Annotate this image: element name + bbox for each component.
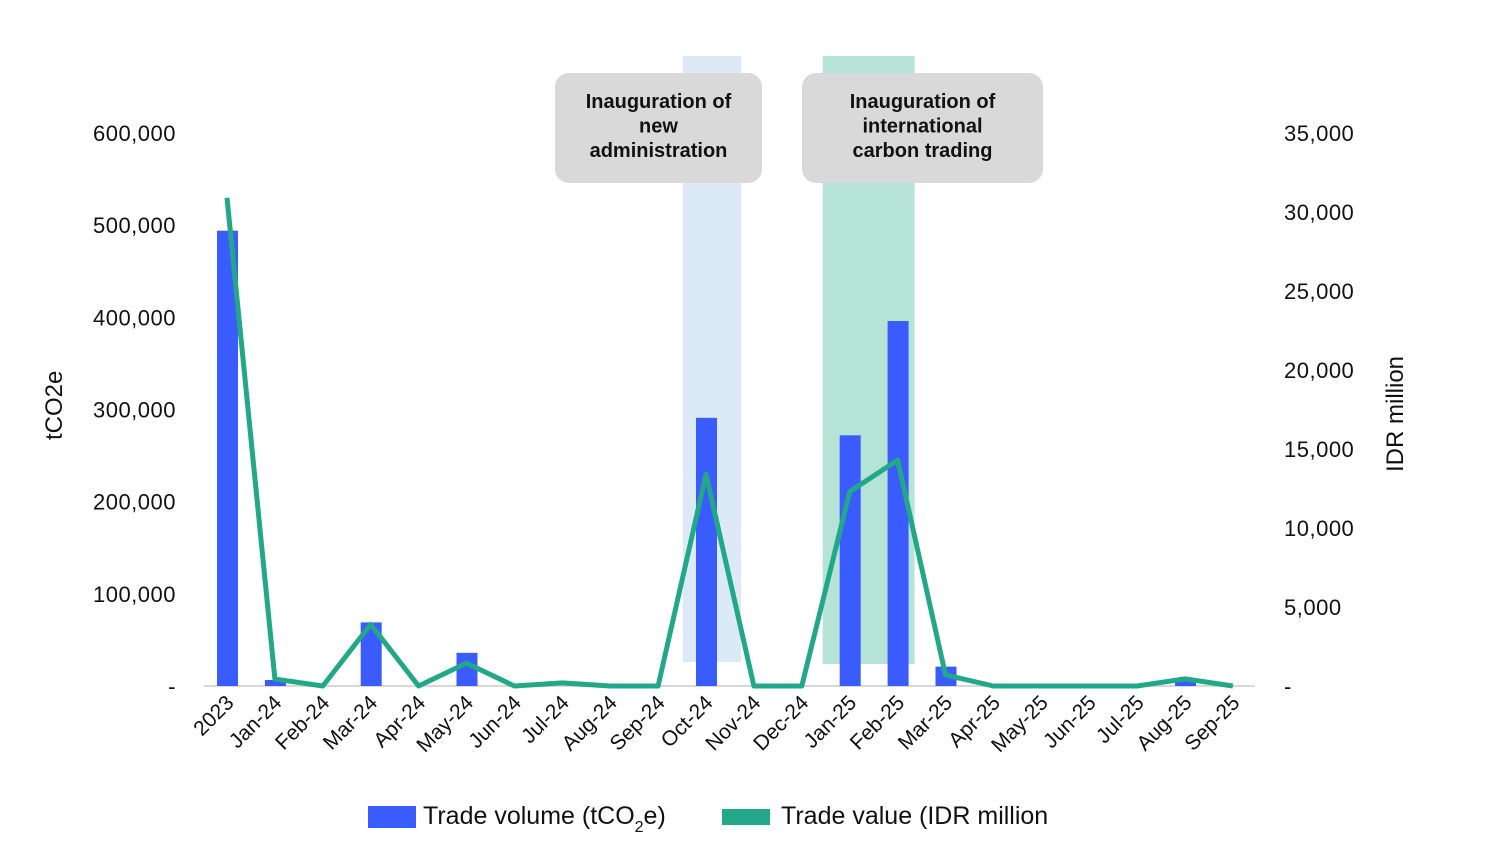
y-right-tick-label: 10,000 xyxy=(1284,516,1354,541)
legend-swatch-value xyxy=(722,809,770,825)
bar-Feb-25 xyxy=(887,321,909,686)
x-tick-label: Jun-24 xyxy=(464,691,526,753)
y-left-tick-label: 600,000 xyxy=(93,121,176,146)
y-right-tick-label: 15,000 xyxy=(1284,437,1354,462)
legend-label-volume-part: e) xyxy=(644,802,666,830)
bar-Oct-24 xyxy=(696,417,717,686)
bar-May-24 xyxy=(456,652,478,686)
y-right-axis-title: IDR million xyxy=(1382,356,1409,472)
annotation-box-1 xyxy=(802,73,1043,183)
x-tick-label: Mar-25 xyxy=(894,691,957,754)
annotation-text: carbon trading xyxy=(852,140,992,162)
x-tick-label: Sep-25 xyxy=(1180,691,1244,755)
y-left-tick-label: 300,000 xyxy=(93,398,176,423)
y-right-tick-label: 35,000 xyxy=(1284,121,1354,146)
x-tick-label: Dec-24 xyxy=(749,691,813,755)
y-left-tick-label: 100,000 xyxy=(93,582,176,607)
y-right-tick-label: 20,000 xyxy=(1284,358,1354,383)
legend-label-volume: Trade volume (tCO2e) xyxy=(423,802,666,836)
bar-Mar-24 xyxy=(360,622,382,686)
trade-value-line xyxy=(224,197,1234,689)
y-left-tick-label: - xyxy=(168,674,176,699)
legend-swatch-volume xyxy=(368,806,416,828)
annotation-text: administration xyxy=(590,140,728,162)
y-left-axis-title: tCO2e xyxy=(41,371,68,440)
legend-label-volume-part: Trade volume (tCO xyxy=(423,802,635,830)
annotation-text: new xyxy=(639,116,678,138)
x-tick-label: Mar-24 xyxy=(319,691,383,755)
y-left-tick-label: 200,000 xyxy=(93,490,176,515)
y-left-tick-label: 500,000 xyxy=(93,213,176,238)
x-tick-label: Sep-24 xyxy=(605,691,669,755)
bar-Jan-24 xyxy=(264,680,286,686)
y-right-tick-label: 30,000 xyxy=(1284,200,1354,225)
y-right-tick-label: 25,000 xyxy=(1284,279,1354,304)
y-right-tick-label: - xyxy=(1284,674,1292,699)
legend-label-value: Trade value (IDR million xyxy=(781,802,1048,830)
annotation-text: international xyxy=(862,116,982,138)
annotation-text: Inauguration of xyxy=(586,91,732,113)
y-right-tick-label: 5,000 xyxy=(1284,595,1342,620)
bar-Jan-25 xyxy=(839,435,861,686)
bar-2023 xyxy=(217,230,238,687)
annotation-box-0 xyxy=(555,73,762,183)
annotation-text: Inauguration of xyxy=(850,91,996,113)
bar-Aug-25 xyxy=(1175,681,1196,686)
y-left-tick-label: 400,000 xyxy=(93,305,176,330)
legend-label-volume-subscript: 2 xyxy=(635,819,644,836)
x-tick-label: Jun-25 xyxy=(1039,691,1101,753)
